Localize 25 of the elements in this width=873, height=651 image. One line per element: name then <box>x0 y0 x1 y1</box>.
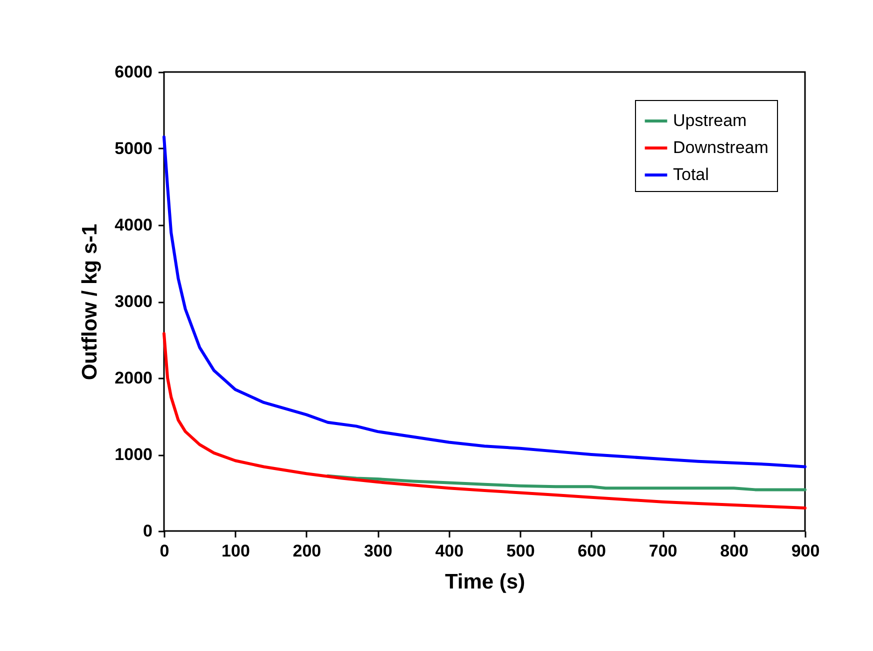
x-tick-label: 700 <box>648 542 678 560</box>
legend-label: Upstream <box>673 111 747 130</box>
x-tick-label: 400 <box>435 542 464 560</box>
y-tick-label: 6000 <box>114 62 152 82</box>
x-tick-label: 500 <box>506 542 535 560</box>
y-tick-label: 0 <box>143 522 152 540</box>
y-tick-label: 1000 <box>114 445 152 464</box>
legend-label: Downstream <box>673 138 768 157</box>
x-tick-label: 300 <box>364 542 392 560</box>
x-tick-label: 600 <box>578 542 606 560</box>
x-tick-label: 200 <box>292 542 322 560</box>
line-series <box>162 136 806 468</box>
line-series <box>326 474 806 492</box>
x-tick-label: 900 <box>791 542 820 560</box>
y-tick-label: 3000 <box>114 292 152 311</box>
y-tick-label: 5000 <box>114 139 152 158</box>
x-axis-title: Time (s) <box>444 570 526 594</box>
y-tick-label: 2000 <box>114 368 152 388</box>
x-tick-label: 0 <box>160 542 170 560</box>
line-series <box>162 332 806 510</box>
x-tick-label: 100 <box>222 542 250 560</box>
y-tick-label: 4000 <box>114 216 152 234</box>
x-tick-label: 800 <box>720 542 748 560</box>
legend-label: Total <box>673 165 709 184</box>
y-axis-title: Outflow / kg s-1 <box>78 224 102 380</box>
